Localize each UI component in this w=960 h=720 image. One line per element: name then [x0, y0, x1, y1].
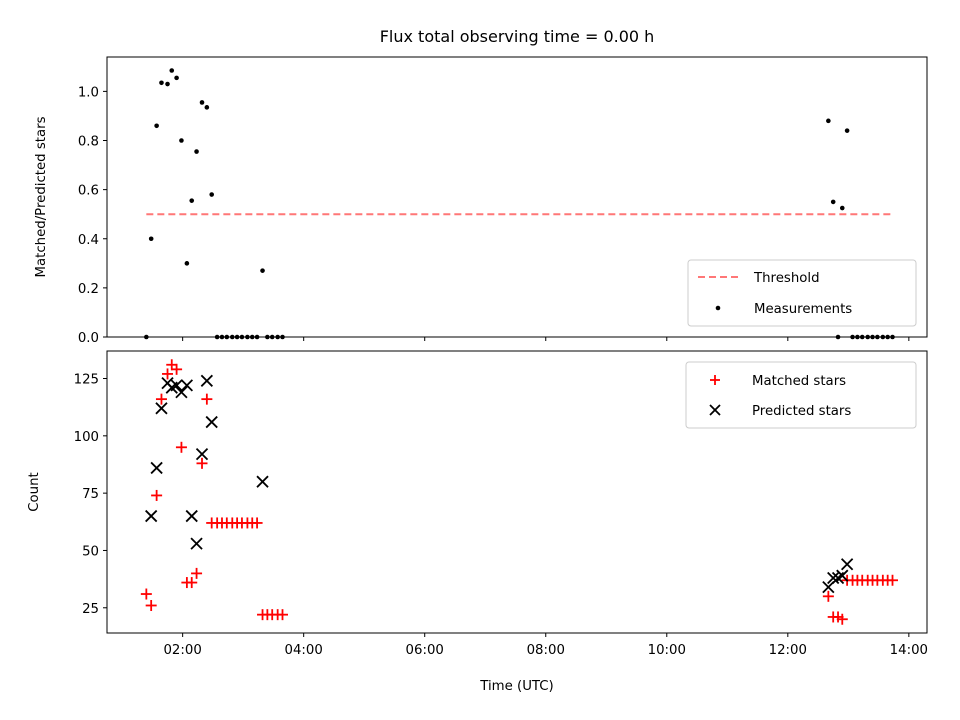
matched-legend-swatch [710, 375, 720, 385]
bottom-axes-frame [106, 350, 928, 634]
bottom-legend-box [685, 361, 917, 429]
predicted-legend-label: Predicted stars [752, 404, 851, 419]
bottom-y-axis-label: Count [27, 472, 42, 512]
bottom-x-tick-label: 10:00 [648, 643, 686, 658]
predicted-star-point [195, 448, 209, 461]
top-y-tick-label: 0.6 [78, 184, 99, 199]
predicted-star-point [180, 379, 194, 392]
top-y-tick-label: 0.2 [78, 282, 99, 297]
matched-legend-label: Matched stars [752, 374, 846, 389]
top-y-tick-label: 0.8 [78, 135, 99, 150]
predicted-star-point [175, 386, 188, 399]
predicted-star-point [836, 569, 849, 582]
matched-star-point [276, 609, 288, 621]
predicted-star-point [256, 475, 269, 488]
matched-star-point [140, 588, 152, 600]
predicted-star-point [185, 509, 198, 523]
chart-title: Flux total observing time = 0.00 h [380, 27, 655, 46]
bottom-x-tick-label: 14:00 [890, 643, 928, 658]
top-legend-box [687, 259, 917, 327]
top-y-tick-label: 0.0 [78, 331, 99, 346]
measurement-point [154, 123, 159, 129]
measurements-legend-swatch [715, 305, 721, 311]
matched-stars-points [140, 359, 899, 625]
matched-star-point [186, 577, 198, 589]
predicted-star-point [190, 537, 203, 550]
predicted-star-point [145, 509, 158, 523]
matched-star-point [201, 393, 213, 405]
matched-star-point [166, 359, 178, 371]
measurement-point [159, 80, 164, 86]
measurement-point [169, 68, 175, 73]
matched-star-point [191, 567, 203, 579]
measurement-point [194, 149, 199, 154]
top-y-tick-label: 0.4 [78, 233, 99, 248]
predicted-legend-swatch [709, 404, 721, 416]
measurements-legend-label: Measurements [754, 302, 852, 317]
measurement-point [209, 192, 214, 197]
measurement-point [165, 81, 170, 87]
bottom-y-tick-label: 25 [82, 602, 99, 617]
measurement-point [830, 199, 836, 205]
matched-star-point [251, 517, 263, 529]
predicted-star-point [155, 402, 168, 415]
matched-star-point [822, 590, 834, 602]
predicted-star-point [205, 415, 218, 429]
bottom-x-tick-label: 12:00 [769, 643, 807, 658]
measurement-point [199, 100, 205, 105]
bottom-y-tick-label: 50 [82, 544, 99, 559]
predicted-stars-points [145, 374, 854, 594]
bottom-x-tick-label: 08:00 [527, 643, 565, 658]
matched-star-point [151, 489, 163, 501]
top-legend: Threshold Measurements [687, 259, 917, 327]
top-panel: 0.0 0.2 0.4 0.6 0.8 1.0 Matched/Predicted sta… [34, 56, 928, 346]
bottom-y-tick-label: 75 [82, 487, 99, 502]
predicted-star-point [150, 461, 163, 475]
bottom-x-tick-label: 06:00 [406, 643, 444, 658]
measurement-point [260, 268, 265, 273]
top-axes-frame [106, 56, 928, 338]
matched-star-point [145, 599, 157, 611]
matched-star-point [836, 613, 848, 625]
matched-star-point [155, 393, 167, 405]
top-x-ticks [182, 337, 910, 341]
matched-star-point [162, 368, 174, 380]
bottom-y-tick-label: 100 [74, 430, 99, 445]
threshold-legend-label: Threshold [753, 271, 820, 286]
measurement-point [179, 138, 184, 143]
bottom-x-tick-label: 04:00 [285, 643, 323, 658]
bottom-y-tick-label: 125 [74, 373, 99, 388]
measurement-point [148, 236, 154, 242]
predicted-star-point [200, 374, 213, 387]
bottom-panel: 25 50 75 100 125 02:00 04:00 06:00 08:00 10:00 12… [27, 350, 928, 694]
measurement-point [174, 75, 179, 81]
predicted-star-point [827, 571, 840, 585]
measurement-point [204, 105, 210, 110]
matched-star-point [175, 441, 187, 453]
predicted-star-point [840, 558, 854, 571]
bottom-y-ticks: 25 50 75 100 125 [74, 373, 107, 617]
predicted-star-point [170, 379, 183, 392]
measurement-point [184, 261, 190, 266]
measurement-point [839, 205, 845, 211]
top-y-tick-label: 1.0 [78, 85, 99, 100]
matched-star-point [196, 457, 208, 469]
x-axis-label: Time (UTC) [479, 679, 554, 694]
matched-star-point [887, 574, 899, 586]
bottom-legend: Matched stars Predicted stars [685, 361, 917, 429]
measurement-point [826, 118, 831, 124]
measurement-point [189, 198, 195, 203]
predicted-star-point [822, 581, 835, 594]
bottom-x-ticks: 02:00 04:00 06:00 08:00 10:00 12:00 14:00 [163, 633, 928, 658]
top-y-ticks: 0.0 0.2 0.4 0.6 0.8 1.0 [78, 85, 107, 346]
bottom-x-tick-label: 02:00 [163, 643, 201, 658]
top-y-axis-label: Matched/Predicted stars [34, 116, 49, 277]
matched-star-point [171, 363, 183, 375]
measurement-point [844, 128, 850, 133]
